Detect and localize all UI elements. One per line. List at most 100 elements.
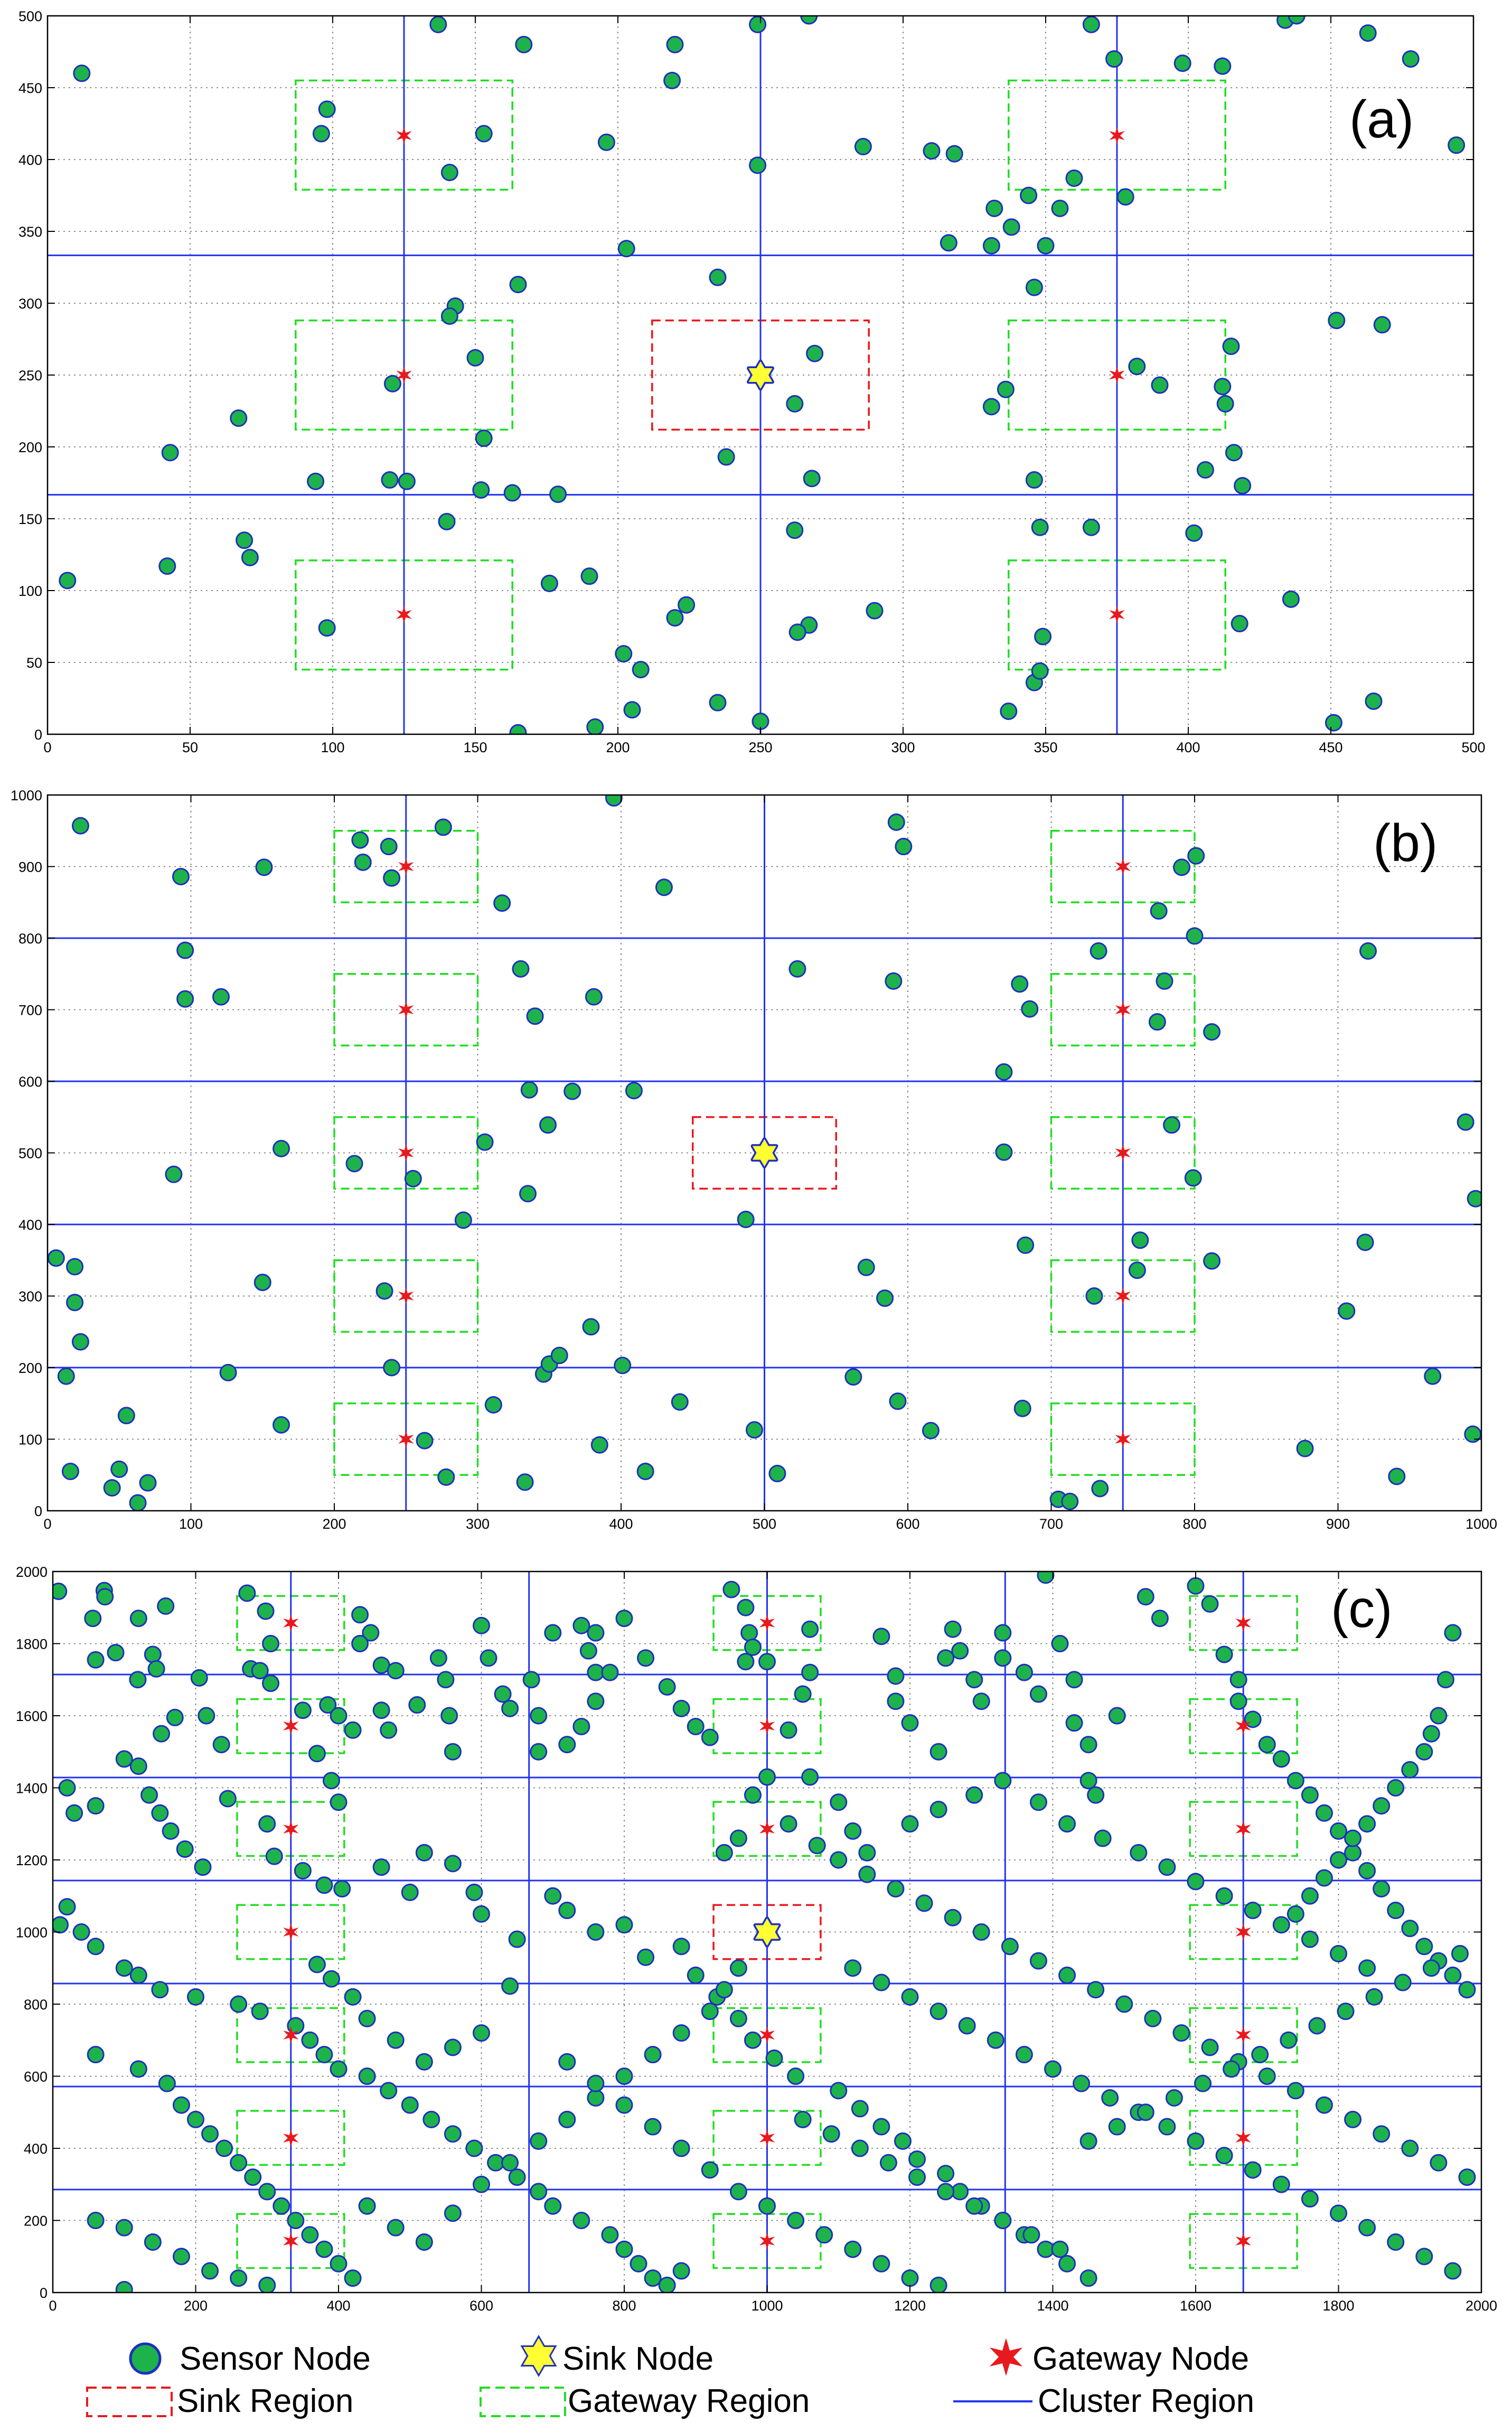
x-tick-label: 100 xyxy=(321,740,344,755)
sensor-node xyxy=(572,1616,590,1634)
sensor-node xyxy=(358,2197,376,2215)
x-tick-label: 400 xyxy=(1176,740,1200,755)
sensor-node xyxy=(1158,2118,1176,2136)
sensor-node xyxy=(1011,975,1029,993)
sensor-node xyxy=(1280,2031,1298,2049)
sensor-node xyxy=(473,2175,490,2193)
sensor-node xyxy=(58,1898,76,1916)
sensor-node xyxy=(1286,1772,1304,1790)
sensor-node xyxy=(444,1743,462,1761)
legend-sensor-marker xyxy=(129,2342,162,2375)
sensor-node xyxy=(1131,1231,1149,1249)
sensor-node xyxy=(1422,1725,1440,1743)
sensor-node xyxy=(230,1995,248,2013)
sensor-node xyxy=(475,125,493,143)
sensor-node xyxy=(236,531,253,549)
sensor-node xyxy=(1065,1714,1083,1732)
sensor-node xyxy=(176,990,194,1008)
sensor-node xyxy=(995,1143,1013,1161)
sensor-node xyxy=(601,2226,619,2244)
sensor-node xyxy=(876,1289,894,1307)
x-tick-label: 200 xyxy=(322,1516,346,1532)
gateway-node xyxy=(283,1923,299,1941)
sensor-node xyxy=(851,2139,869,2157)
sensor-node xyxy=(687,1966,705,1984)
sensor-node xyxy=(940,234,957,252)
sensor-node xyxy=(372,1701,390,1719)
sensor-node xyxy=(1344,2110,1362,2128)
sensor-node xyxy=(806,344,824,362)
sensor-node xyxy=(1029,1952,1047,1970)
sensor-node xyxy=(788,960,806,978)
gateway-nodes xyxy=(396,126,1125,624)
sensor-node xyxy=(87,2212,105,2229)
x-tick-label: 2000 xyxy=(1466,2298,1497,2314)
sensor-node xyxy=(1301,2190,1319,2208)
sensor-node xyxy=(740,1624,758,1642)
sensor-node xyxy=(475,429,493,447)
sensor-node xyxy=(1286,2082,1304,2100)
sensor-node xyxy=(908,2150,926,2168)
sensor-nodes xyxy=(48,795,1481,1511)
sensor-node xyxy=(315,2046,333,2064)
y-tick-label: 1400 xyxy=(16,1781,48,1797)
sensor-node xyxy=(1258,2068,1276,2085)
sensor-node xyxy=(965,1786,983,1804)
y-tick-label: 1600 xyxy=(16,1708,48,1724)
sensor-node xyxy=(176,1840,194,1858)
sensor-node xyxy=(61,1462,79,1480)
sensor-node xyxy=(1337,2003,1355,2021)
sensor-node xyxy=(1094,1829,1112,1847)
sensor-node xyxy=(1128,358,1146,376)
sensor-node xyxy=(1272,1750,1290,1768)
sensor-node xyxy=(544,1624,562,1642)
sensor-node xyxy=(663,71,681,89)
sensor-node xyxy=(251,1662,269,1680)
sensor-node xyxy=(858,1844,876,1862)
sensor-node xyxy=(922,1421,940,1439)
x-tick-label: 600 xyxy=(896,1516,919,1532)
sensor-node xyxy=(115,2281,133,2293)
sensor-node xyxy=(1015,2046,1033,2064)
sensor-node xyxy=(558,2110,576,2128)
sensor-node xyxy=(307,472,325,490)
sensor-node xyxy=(1090,942,1107,960)
sensor-node xyxy=(87,2046,105,2064)
sensor-node xyxy=(383,869,401,887)
sensor-node xyxy=(57,1367,75,1385)
sensor-node xyxy=(1087,1981,1105,1999)
sensor-node xyxy=(84,1610,102,1627)
gateway-node xyxy=(1235,1614,1251,1632)
sensor-node xyxy=(1187,1873,1205,1891)
sensor-node xyxy=(87,1938,105,1956)
sensor-node xyxy=(255,858,273,876)
sensor-node xyxy=(951,2183,969,2201)
sensor-node xyxy=(480,1649,497,1667)
sensor-node xyxy=(66,1294,84,1312)
x-tick-label: 50 xyxy=(182,740,198,755)
sensor-node xyxy=(889,1392,907,1410)
x-tick-label: 1000 xyxy=(751,2298,783,2314)
x-tick-label: 200 xyxy=(606,740,630,755)
sensor-node xyxy=(1037,237,1055,255)
panel-label-c: (c) xyxy=(1331,1579,1393,1639)
sensor-node xyxy=(585,988,603,1006)
gateway-node xyxy=(1235,2129,1251,2147)
sensor-node xyxy=(678,596,696,614)
sensor-node xyxy=(929,1800,947,1818)
sensor-node xyxy=(1173,858,1191,876)
sensor-node xyxy=(258,2183,276,2201)
sensor-node xyxy=(923,142,941,160)
sensor-node xyxy=(522,1671,540,1689)
sensor-node xyxy=(1044,2060,1062,2078)
sensor-node xyxy=(1358,1815,1376,1833)
sensor-node xyxy=(749,16,767,33)
sensor-node xyxy=(894,2132,912,2150)
sensor-node xyxy=(520,1081,538,1099)
sensor-node xyxy=(997,380,1015,398)
sensor-node xyxy=(1458,2168,1476,2186)
sensor-node xyxy=(1037,2240,1055,2258)
sensor-node xyxy=(372,1656,390,1674)
sensor-node xyxy=(1137,2103,1154,2121)
sensor-node xyxy=(59,572,77,590)
